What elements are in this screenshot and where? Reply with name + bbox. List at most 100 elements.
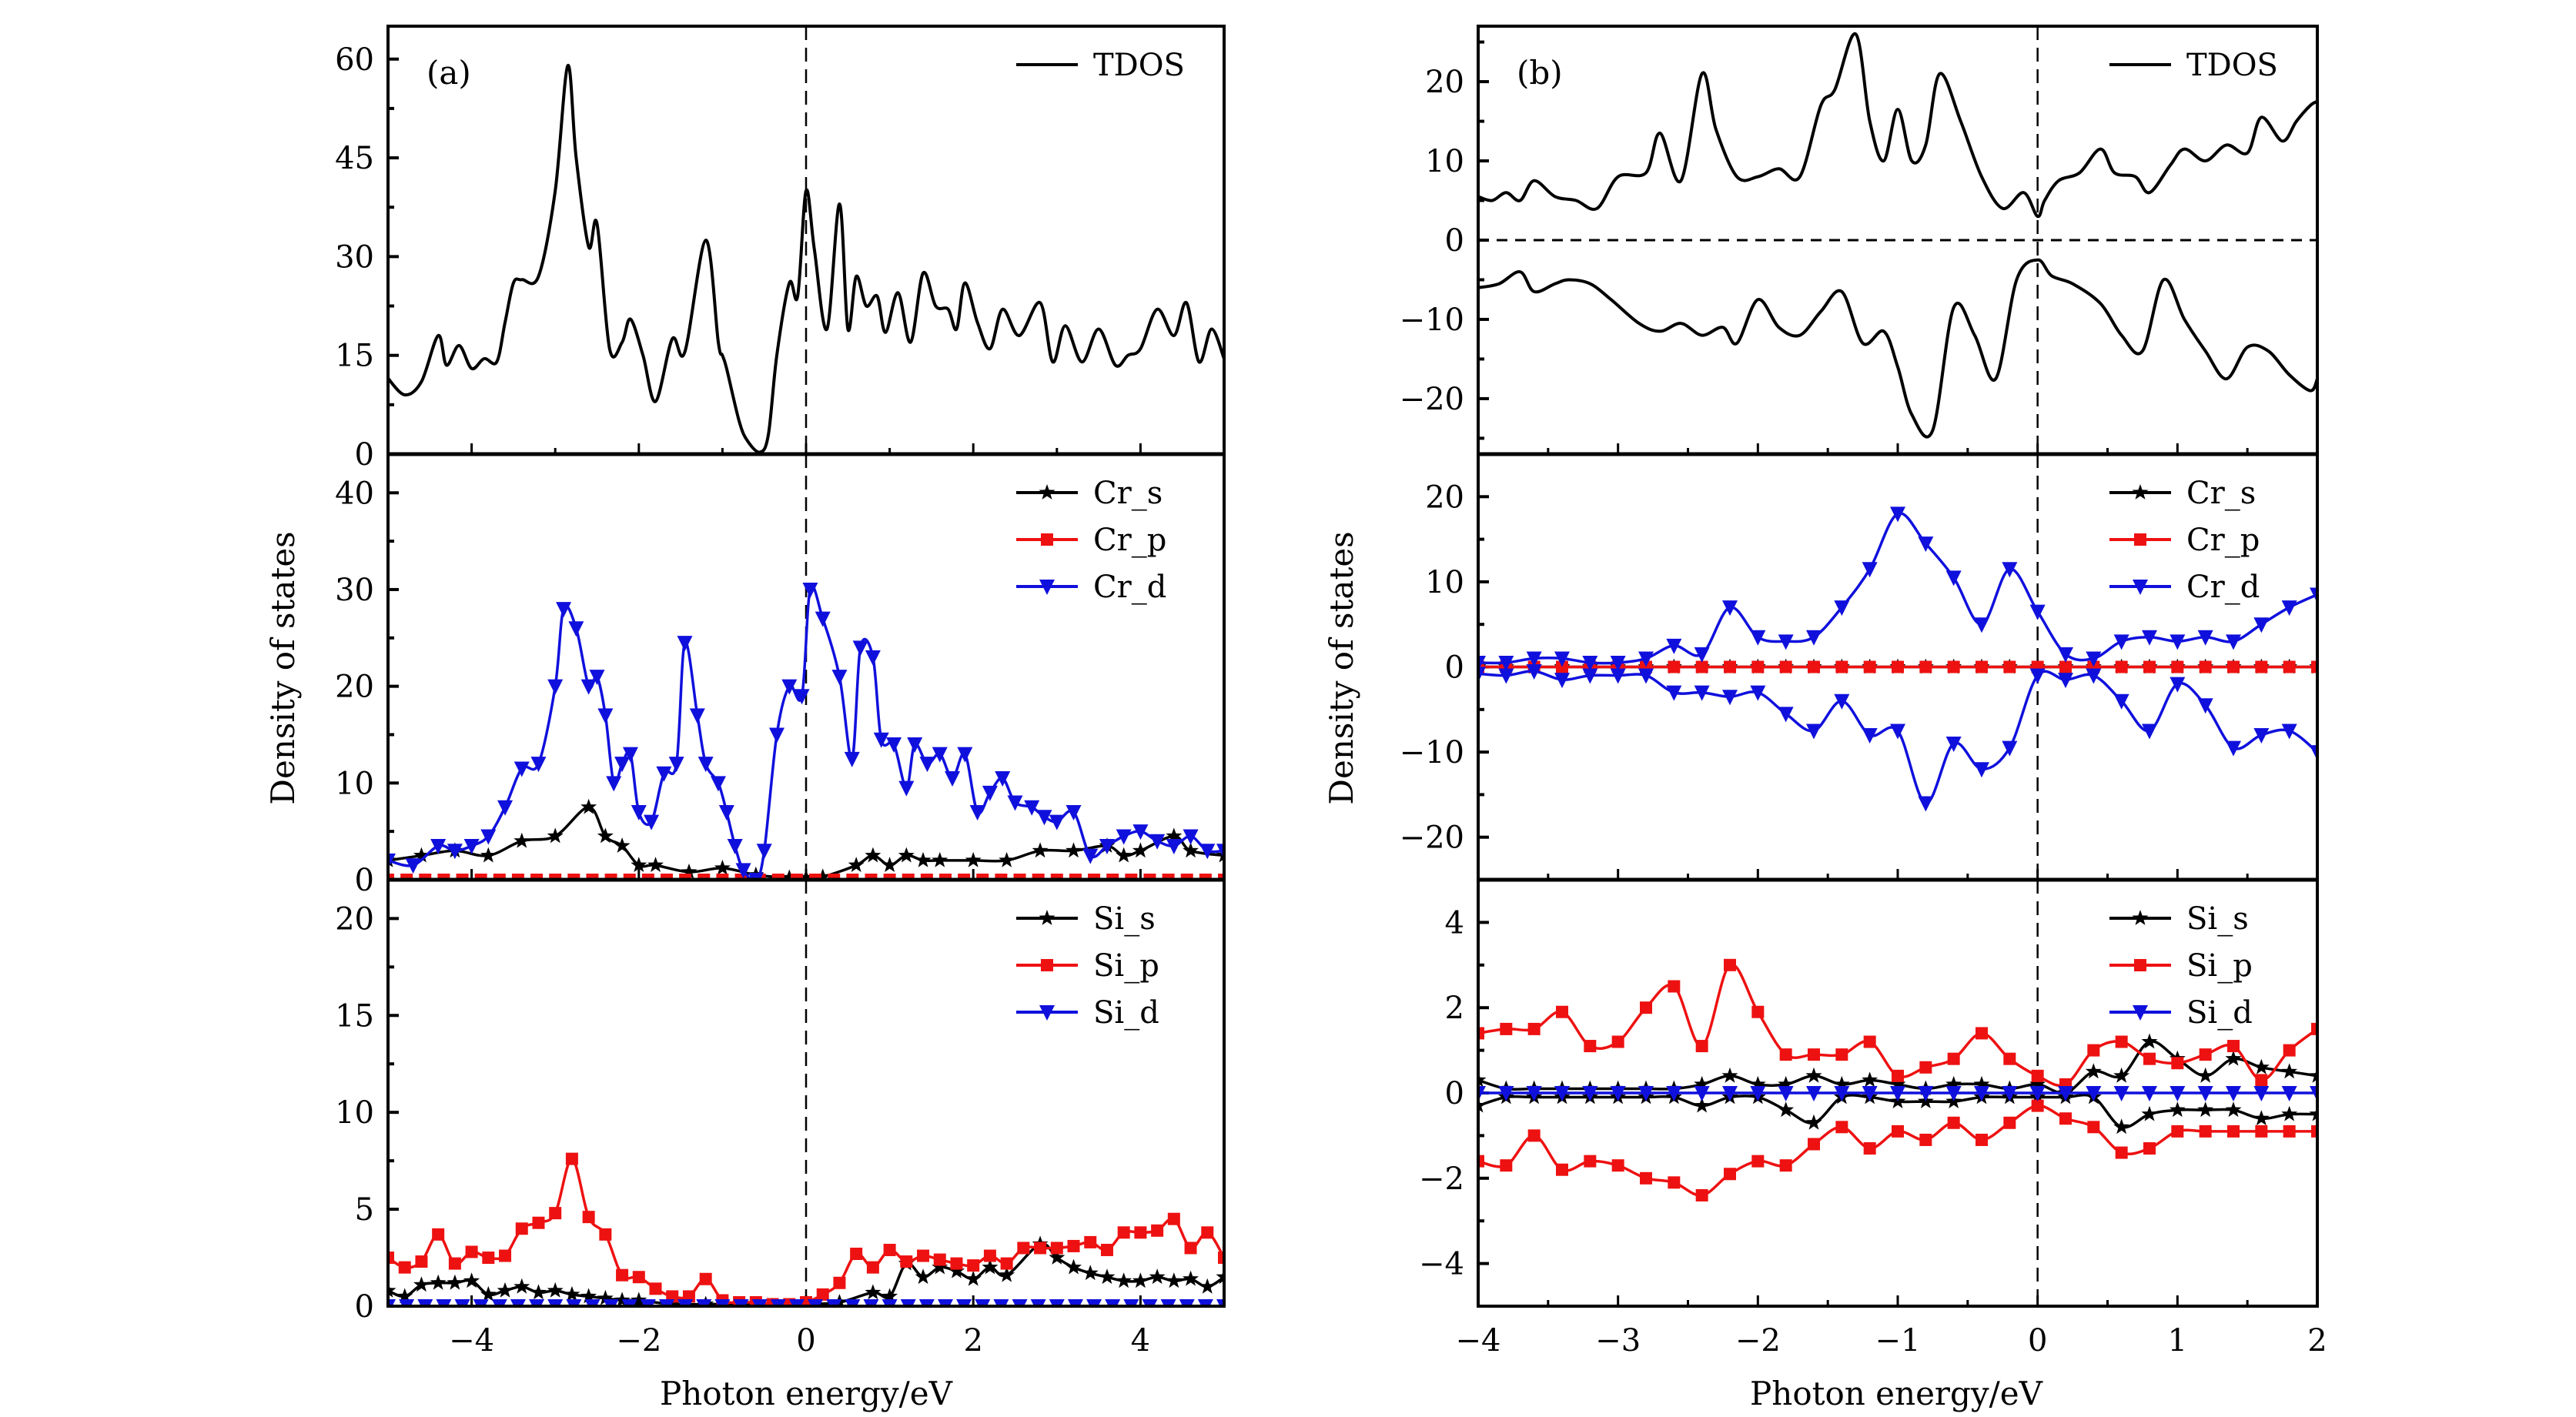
marker-si-p-spin-up — [2255, 1074, 2268, 1087]
marker-si-p — [933, 1253, 946, 1266]
y-tick-label: 0 — [355, 1289, 374, 1325]
marker-si-p-spin-down — [1724, 1168, 1736, 1181]
marker-cr-d-spin-down — [1694, 685, 1710, 701]
marker-si-p-spin-down — [1478, 1155, 1484, 1168]
series-line-cr-d — [388, 585, 1224, 880]
marker-si-d — [788, 1299, 805, 1306]
marker-si-s — [1199, 1278, 1216, 1294]
marker-si-s-spin-up — [2309, 1067, 2317, 1083]
x-tick-label: 1 — [2168, 1323, 2187, 1359]
marker-si-d — [1806, 1086, 1822, 1101]
y-tick-label: −20 — [1400, 820, 1464, 856]
marker-si-p-spin-up — [2311, 1022, 2317, 1035]
y-tick-label: −10 — [1400, 735, 1464, 770]
marker-cr-d-spin-up — [1498, 655, 1514, 671]
marker-cr-d — [1116, 829, 1132, 845]
series-line-si-p-spin-down — [1478, 1104, 2317, 1197]
panel-label: (b) — [1517, 54, 1563, 92]
marker-si-d — [1105, 1299, 1121, 1306]
marker-cr-d-spin-down — [2281, 724, 2297, 740]
marker-cr-d — [568, 621, 584, 637]
marker-cr-s — [999, 851, 1015, 867]
marker-cr-p — [1835, 660, 1848, 673]
x-axis-title-b: Photon energy/eV — [1750, 1375, 2043, 1412]
marker-si-p-spin-up — [1835, 1048, 1848, 1061]
marker-cr-p — [1751, 660, 1765, 673]
marker-cr-d — [1082, 848, 1099, 864]
marker-cr-p — [902, 874, 915, 880]
marker-si-d — [603, 1299, 619, 1306]
marker-si-p — [950, 1257, 963, 1270]
series-group — [388, 1152, 1224, 1306]
marker-cr-d — [756, 844, 772, 860]
legend-marker — [1041, 533, 1053, 546]
marker-cr-s — [915, 851, 932, 867]
marker-cr-d-spin-up — [2310, 587, 2317, 603]
marker-cr-d — [547, 679, 564, 695]
marker-si-p-spin-up — [1751, 1005, 1765, 1018]
marker-si-d — [2253, 1086, 2270, 1101]
marker-si-d — [1722, 1086, 1738, 1101]
marker-si-p — [1218, 1252, 1224, 1265]
marker-si-p-spin-up — [1695, 1040, 1708, 1053]
marker-si-p-spin-up — [2143, 1052, 2156, 1065]
marker-cr-d-spin-up — [2170, 634, 2186, 650]
marker-si-d — [1638, 1086, 1654, 1101]
marker-cr-p — [958, 874, 971, 880]
marker-si-p — [499, 1249, 512, 1262]
legend-b-si: Si_s Si_p Si_d — [2109, 901, 2253, 1031]
marker-si-d — [473, 1299, 489, 1306]
marker-cr-d — [781, 679, 798, 695]
marker-si-p-spin-up — [1640, 1001, 1652, 1014]
marker-si-d — [2226, 1086, 2241, 1101]
x-tick-label: 0 — [796, 1323, 815, 1359]
marker-si-p — [983, 1249, 996, 1262]
marker-si-p-spin-down — [2171, 1125, 2184, 1138]
marker-si-p — [900, 1255, 913, 1268]
y-tick-label: 5 — [355, 1192, 374, 1228]
marker-cr-d — [1099, 839, 1115, 855]
marker-si-d — [399, 1299, 415, 1306]
marker-cr-p — [1808, 660, 1820, 673]
marker-si-p — [1067, 1239, 1080, 1252]
marker-cr-p — [790, 874, 803, 880]
marker-si-s — [514, 1278, 530, 1294]
marker-si-d — [863, 1299, 879, 1306]
marker-si-p-spin-down — [1584, 1155, 1597, 1168]
x-axis-title-a: Photon energy/eV — [660, 1375, 953, 1412]
marker-si-d — [621, 1299, 637, 1306]
marker-cr-p — [1947, 660, 1960, 673]
marker-cr-p — [549, 874, 562, 880]
y-tick-label: 30 — [335, 239, 374, 275]
legend-marker — [1039, 484, 1055, 500]
marker-si-s — [447, 1274, 463, 1290]
marker-cr-d-spin-up — [1750, 630, 1766, 646]
marker-cr-d-spin-down — [1890, 724, 1905, 740]
marker-cr-d-spin-down — [2142, 724, 2157, 740]
marker-si-p-spin-up — [1611, 1035, 1624, 1048]
marker-cr-p — [493, 874, 506, 880]
panel-frame — [386, 25, 1226, 1308]
marker-cr-d — [1166, 839, 1182, 855]
marker-si-d — [808, 1299, 824, 1306]
marker-si-d — [714, 1299, 731, 1306]
marker-cr-d — [831, 670, 848, 686]
subplot-b-si: −4 −2 0 2 4 Si_s Si_p Si_d — [1419, 880, 2319, 1306]
marker-si-s-spin-up — [2029, 1075, 2046, 1091]
marker-si-p — [833, 1276, 846, 1289]
x-tick-label: −4 — [449, 1323, 494, 1359]
marker-cr-s — [1066, 842, 1082, 858]
y-tick-label: −10 — [1400, 302, 1464, 338]
marker-si-s-spin-up — [1862, 1071, 1878, 1088]
marker-cr-p — [388, 874, 394, 880]
subplot-a-si: 0 5 10 15 20 Si_s Si_p Si_d — [335, 880, 1226, 1325]
marker-si-p — [850, 1248, 863, 1261]
marker-si-p — [582, 1211, 595, 1224]
marker-si-d — [733, 1299, 749, 1306]
marker-cr-p — [456, 874, 469, 880]
y-tick-label: −4 — [1419, 1247, 1464, 1282]
marker-cr-p — [883, 874, 896, 880]
marker-cr-d-spin-up — [1918, 536, 1934, 553]
marker-cr-d — [735, 863, 751, 879]
